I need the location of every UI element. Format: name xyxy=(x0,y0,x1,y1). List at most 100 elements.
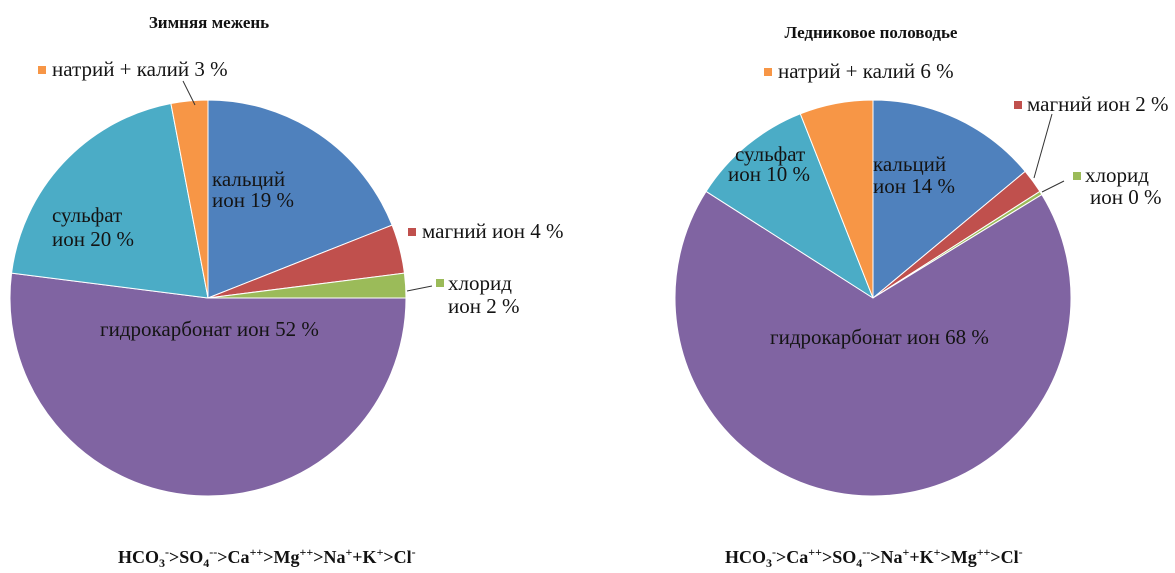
data-label-line: сульфат xyxy=(52,203,122,227)
pie-chart-winter-low-water: Зимняя межень натрий + калий 3 % кальций… xyxy=(9,13,564,497)
formula-base: +K xyxy=(352,547,377,567)
formula-base: >Mg xyxy=(940,547,977,567)
formula-base: +K xyxy=(909,547,934,567)
data-label-line: гидрокарбонат ион 68 % xyxy=(770,325,989,349)
data-label-bicarbonate: гидрокарбонат ион 68 % xyxy=(770,325,989,349)
data-label-line: сульфат xyxy=(735,142,805,166)
formula-sup: ++ xyxy=(808,545,822,559)
ion-order-formula-glacial-flood: HCO3->Ca++>SO4-->Na++K+>Mg++>Cl- xyxy=(725,542,1023,573)
formula-base: >Ca xyxy=(776,547,809,567)
data-label-text: кальций ион 14 % xyxy=(873,152,955,198)
formula-sup: + xyxy=(376,545,384,559)
data-label-bicarbonate: гидрокарбонат ион 52 % xyxy=(100,317,319,341)
data-label-magnesium: магний ион 2 % xyxy=(1014,92,1169,179)
data-label-calcium: кальций ион 14 % xyxy=(873,152,955,198)
formula-sup: - xyxy=(411,545,416,559)
legend-key-chloride xyxy=(1073,172,1081,180)
data-label-text: сульфат ион 20 % xyxy=(52,203,134,251)
formula-sub: 4 xyxy=(203,556,210,570)
formula-sup: -- xyxy=(209,545,218,559)
leader-line xyxy=(182,80,196,106)
pie-slices xyxy=(9,99,407,497)
data-label-line: магний ион 4 % xyxy=(422,219,564,243)
data-label-line: кальций xyxy=(212,167,285,191)
ion-order-formula-winter: HCO3->SO4-->Ca++>Mg++>Na++K+>Cl- xyxy=(118,542,416,573)
formula-sup: + xyxy=(933,545,941,559)
formula-base: >Mg xyxy=(263,547,300,567)
formula-base: >Na xyxy=(870,547,903,567)
data-label-text: гидрокарбонат ион 68 % xyxy=(770,325,989,349)
data-label-line: хлорид xyxy=(448,271,512,295)
formula-sup: ++ xyxy=(976,545,991,559)
pie-chart-glacial-flood: Ледниковое половодье натрий + калий 6 % … xyxy=(674,23,1169,497)
pie-slices xyxy=(674,99,1072,497)
data-labels: натрий + калий 6 % магний ион 2 % хлорид xyxy=(728,59,1169,349)
leader-line xyxy=(406,285,433,292)
data-label-calcium: кальций ион 19 % xyxy=(212,167,294,212)
formula-sup: ++ xyxy=(299,545,314,559)
data-label-text: сульфат ион 10 % xyxy=(728,142,811,186)
chart-title: Зимняя межень xyxy=(149,13,269,32)
data-label-line: ион 2 % xyxy=(448,294,519,318)
formula-sup: ++ xyxy=(249,545,264,559)
slice-bicarbonate xyxy=(9,272,407,497)
formula-sup: + xyxy=(345,545,353,559)
data-label-sulfate: сульфат ион 20 % xyxy=(52,203,134,251)
data-label-sodium-potassium: натрий + калий 3 % xyxy=(38,57,228,106)
formula-sup: - xyxy=(772,545,777,559)
leader-line xyxy=(1033,113,1053,179)
slice-calcium xyxy=(872,99,1026,299)
data-label-line: ион 0 % xyxy=(1090,185,1161,209)
legend-key-chloride xyxy=(436,279,444,287)
formula-base: HCO xyxy=(118,547,160,567)
data-label-text: магний ион 4 % xyxy=(422,219,564,243)
data-label-text: хлорид ион 0 % xyxy=(1085,163,1161,209)
formula-sub: 3 xyxy=(159,556,166,570)
data-label-text: хлорид ион 2 % xyxy=(448,271,519,318)
chart-title: Ледниковое половодье xyxy=(785,23,958,42)
formula-sup: + xyxy=(902,545,910,559)
data-label-text: гидрокарбонат ион 52 % xyxy=(100,317,319,341)
formula-base: HCO xyxy=(725,547,767,567)
formula-base: >SO xyxy=(821,547,857,567)
legend-key-sodium-potassium xyxy=(38,66,46,74)
data-label-text: кальций ион 19 % xyxy=(212,167,294,212)
data-label-line: гидрокарбонат ион 52 % xyxy=(100,317,319,341)
formula-sub: 3 xyxy=(766,556,773,570)
slice-sulfate xyxy=(705,113,874,299)
data-labels: натрий + калий 3 % кальций ион 19 % магн… xyxy=(38,57,564,341)
data-label-text: натрий + калий 6 % xyxy=(778,59,954,83)
slice-sodium-potassium xyxy=(170,99,209,299)
formula-base: >Cl xyxy=(383,547,412,567)
legend-key-sodium-potassium xyxy=(764,68,772,76)
slice-bicarbonate xyxy=(674,190,1072,497)
formula-sup: -- xyxy=(862,545,871,559)
data-label-chloride: хлорид ион 0 % xyxy=(1041,163,1161,209)
data-label-line: ион 19 % xyxy=(212,188,294,212)
data-label-line: натрий + калий 3 % xyxy=(52,57,228,81)
data-label-magnesium: магний ион 4 % xyxy=(408,219,564,243)
formula-base: >Cl xyxy=(990,547,1019,567)
formula-sup: - xyxy=(1018,545,1023,559)
data-label-text: натрий + калий 3 % xyxy=(52,57,228,81)
data-label-line: магний ион 2 % xyxy=(1027,92,1169,116)
slice-calcium xyxy=(207,99,393,299)
formula-base: >Ca xyxy=(217,547,250,567)
data-label-sulfate: сульфат ион 10 % xyxy=(728,142,811,186)
formula-sup: - xyxy=(165,545,170,559)
data-label-line: ион 10 % xyxy=(728,162,810,186)
formula-base: >SO xyxy=(169,547,204,567)
slice-sodium-potassium xyxy=(799,99,874,299)
data-label-line: кальций xyxy=(873,152,946,176)
slice-sulfate xyxy=(11,103,209,299)
formula-base: >Na xyxy=(313,547,346,567)
data-label-sodium-potassium: натрий + калий 6 % xyxy=(764,59,954,83)
data-label-text: магний ион 2 % xyxy=(1027,92,1169,116)
formula-sub: 4 xyxy=(856,556,863,570)
data-label-line: ион 20 % xyxy=(52,227,134,251)
data-label-chloride: хлорид ион 2 % xyxy=(406,271,519,318)
data-label-line: хлорид xyxy=(1085,163,1149,187)
leader-line xyxy=(1041,180,1065,193)
